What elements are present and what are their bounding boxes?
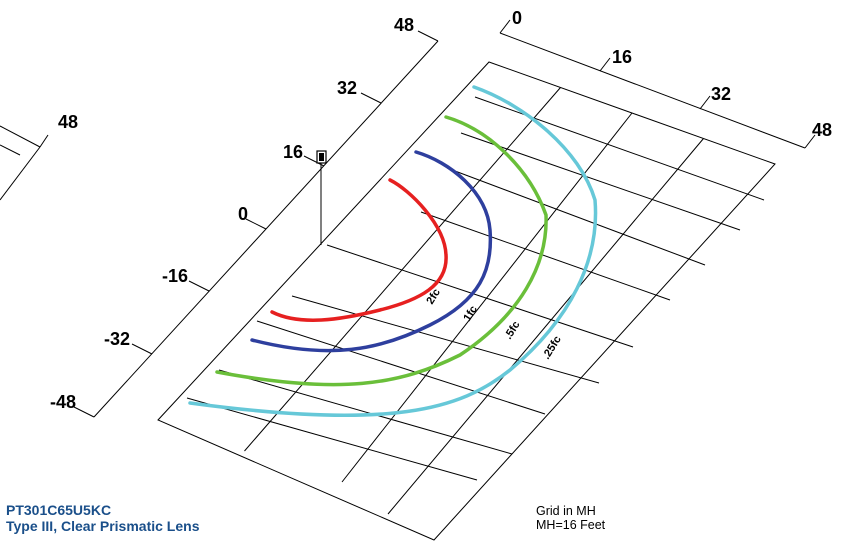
luminaire-icon	[316, 150, 327, 164]
right-tick-16: 16	[612, 47, 632, 67]
grid-note: Grid in MH	[536, 504, 596, 518]
svg-text:48: 48	[58, 112, 78, 132]
product-model: PT301C65U5KC	[6, 502, 112, 518]
far-left-grid	[0, 125, 41, 201]
contour-label-05fc: .5fc	[502, 319, 522, 341]
contour-1fc	[250, 150, 493, 353]
left-tick-neg16: -16	[162, 266, 188, 286]
left-tick-0: 0	[238, 204, 248, 224]
product-description: Type III, Clear Prismatic Lens	[6, 518, 200, 534]
contour-025fc	[188, 85, 598, 418]
grid	[157, 61, 776, 541]
left-axis	[73, 30, 439, 418]
contour-2fc	[270, 178, 448, 322]
right-tick-0: 0	[512, 8, 522, 28]
contour-label-1fc: 1fc	[461, 304, 480, 324]
mounting-height-note: MH=16 Feet	[536, 518, 606, 532]
left-tick-48: 48	[394, 15, 414, 35]
left-tick-neg48: -48	[50, 392, 76, 412]
right-tick-48: 48	[812, 120, 832, 140]
far-left-tick: 48	[39, 112, 78, 148]
right-tick-32: 32	[711, 84, 731, 104]
left-tick-neg32: -32	[104, 329, 130, 349]
left-tick-32: 32	[337, 78, 357, 98]
right-axis	[499, 19, 816, 149]
left-tick-16: 16	[283, 142, 303, 162]
contour-05fc	[215, 115, 548, 387]
